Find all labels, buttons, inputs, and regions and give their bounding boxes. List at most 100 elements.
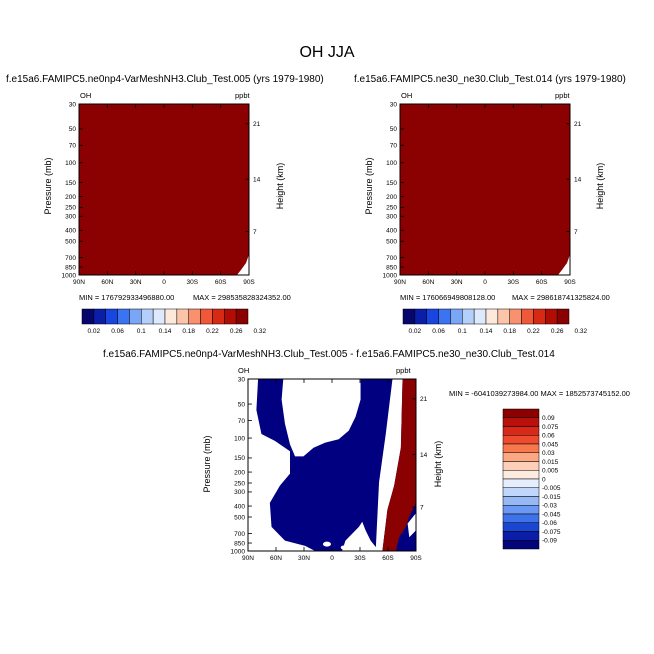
colorbar-swatch	[497, 308, 510, 325]
panel1-left-label: OH	[80, 91, 92, 100]
y-tick-label: 300	[386, 214, 397, 221]
y-tick-label: 250	[386, 205, 397, 212]
colorbar-label: 0.06	[432, 328, 445, 335]
diff-zero-region	[322, 541, 331, 547]
colorbar-swatch	[117, 308, 130, 325]
colorbar-swatch	[502, 478, 540, 488]
y-right-tick-label: 14	[574, 176, 582, 183]
y-tick-label: 150	[65, 180, 76, 187]
colorbar-swatch	[502, 452, 540, 462]
y-tick-label: 100	[386, 160, 397, 167]
x-tick-label: 60S	[382, 555, 394, 562]
y-tick-label: 50	[69, 126, 77, 133]
colorbar-label: 0.32	[254, 328, 267, 335]
y-tick-label: 150	[234, 455, 245, 462]
y-tick-label: 400	[386, 228, 397, 235]
y-tick-label: 30	[390, 101, 398, 108]
x-tick-label: 60S	[536, 279, 548, 286]
y-tick-label: 70	[390, 143, 398, 150]
colorbar-label: 0.09	[542, 415, 555, 422]
colorbar-label: 0.26	[551, 328, 564, 335]
colorbar-label: -0.06	[542, 520, 557, 527]
panel3-left-label: OH	[238, 366, 250, 375]
colorbar-swatch	[200, 308, 213, 325]
x-tick-label: 60N	[422, 279, 434, 286]
colorbar-label: -0.03	[542, 503, 557, 510]
y-tick-label: 300	[234, 489, 245, 496]
y-tick-label: 1000	[383, 272, 398, 279]
colorbar-label: 0.045	[542, 441, 559, 448]
diff-zero-region	[375, 379, 403, 551]
colorbar-swatch	[502, 496, 540, 506]
y-tick-label: 200	[65, 194, 76, 201]
diff-positive-region	[382, 379, 416, 551]
x-tick-label: 90S	[243, 279, 255, 286]
x-tick-label: 0	[162, 279, 166, 286]
diff-zero-region	[248, 379, 316, 551]
panel1-min: MIN = 176792933496880.00	[79, 293, 175, 302]
colorbar-swatch	[545, 308, 558, 325]
colorbar-label: 0.14	[480, 328, 493, 335]
colorbar-label: 0.1	[458, 328, 467, 335]
x-tick-label: 90N	[242, 555, 254, 562]
x-tick-label: 60S	[215, 279, 227, 286]
x-tick-label: 60N	[270, 555, 282, 562]
colorbar-label: 0.03	[542, 450, 555, 457]
y-tick-label: 1000	[62, 272, 77, 279]
colorbar-label: 0.22	[527, 328, 540, 335]
colorbar-swatch	[105, 308, 118, 325]
diff-zero-region	[281, 379, 361, 457]
y-right-tick-label: 21	[574, 121, 582, 128]
colorbar-swatch	[414, 308, 427, 325]
x-tick-label: 90N	[394, 279, 406, 286]
colorbar-swatch	[556, 308, 570, 325]
x-tick-label: 0	[483, 279, 487, 286]
colorbar-swatch	[502, 505, 540, 515]
colorbar-swatch	[141, 308, 154, 325]
colorbar-label: 0.14	[159, 328, 172, 335]
y-tick-label: 50	[390, 126, 398, 133]
colorbar-label: 0.005	[542, 468, 559, 475]
y-tick-label: 850	[234, 540, 245, 547]
colorbar-swatch	[502, 522, 540, 532]
colorbar-swatch	[502, 487, 540, 497]
panel2-left-label: OH	[401, 91, 413, 100]
x-tick-label: 90N	[73, 279, 85, 286]
colorbar-label: 0.06	[542, 433, 555, 440]
colorbar-label: -0.075	[542, 529, 561, 536]
diff-zero-region	[342, 521, 380, 551]
y-tick-label: 700	[65, 255, 76, 262]
colorbar-swatch	[93, 308, 106, 325]
y-tick-label: 200	[386, 194, 397, 201]
diff-zero-region	[407, 513, 416, 538]
colorbar-label: 0.26	[230, 328, 243, 335]
page-title: OH JJA	[299, 44, 355, 61]
y-tick-label: 250	[65, 205, 76, 212]
colorbar-label: 0.32	[575, 328, 588, 335]
colorbar-label: 0.075	[542, 424, 559, 431]
colorbar-swatch	[502, 417, 540, 427]
colorbar-swatch	[438, 308, 451, 325]
y-tick-label: 850	[386, 264, 397, 271]
colorbar-swatch	[81, 308, 95, 325]
colorbar-swatch	[502, 461, 540, 471]
panel2-title: f.e15a6.FAMIPC5.ne30_ne30.Club_Test.014 …	[354, 74, 626, 85]
colorbar-swatch	[129, 308, 142, 325]
colorbar-swatch	[235, 308, 249, 325]
y-tick-label: 150	[386, 180, 397, 187]
colorbar-swatch	[450, 308, 463, 325]
y-tick-label: 500	[386, 238, 397, 245]
y-tick-label: 700	[386, 255, 397, 262]
panel2-right-label: ppbt	[555, 91, 570, 100]
colorbar-swatch	[473, 308, 487, 325]
y-right-tick-label: 21	[253, 121, 261, 128]
panel3-minmax: MIN = -6041039273984.00 MAX = 1852573745…	[449, 389, 630, 398]
y-tick-label: 500	[65, 238, 76, 245]
y-right-tick-label: 14	[253, 176, 261, 183]
x-tick-label: 30S	[187, 279, 199, 286]
x-tick-label: 90S	[410, 555, 422, 562]
panel3-right-label: ppbt	[396, 366, 411, 375]
colorbar-label: 0.02	[88, 328, 101, 335]
y-tick-label: 850	[65, 264, 76, 271]
